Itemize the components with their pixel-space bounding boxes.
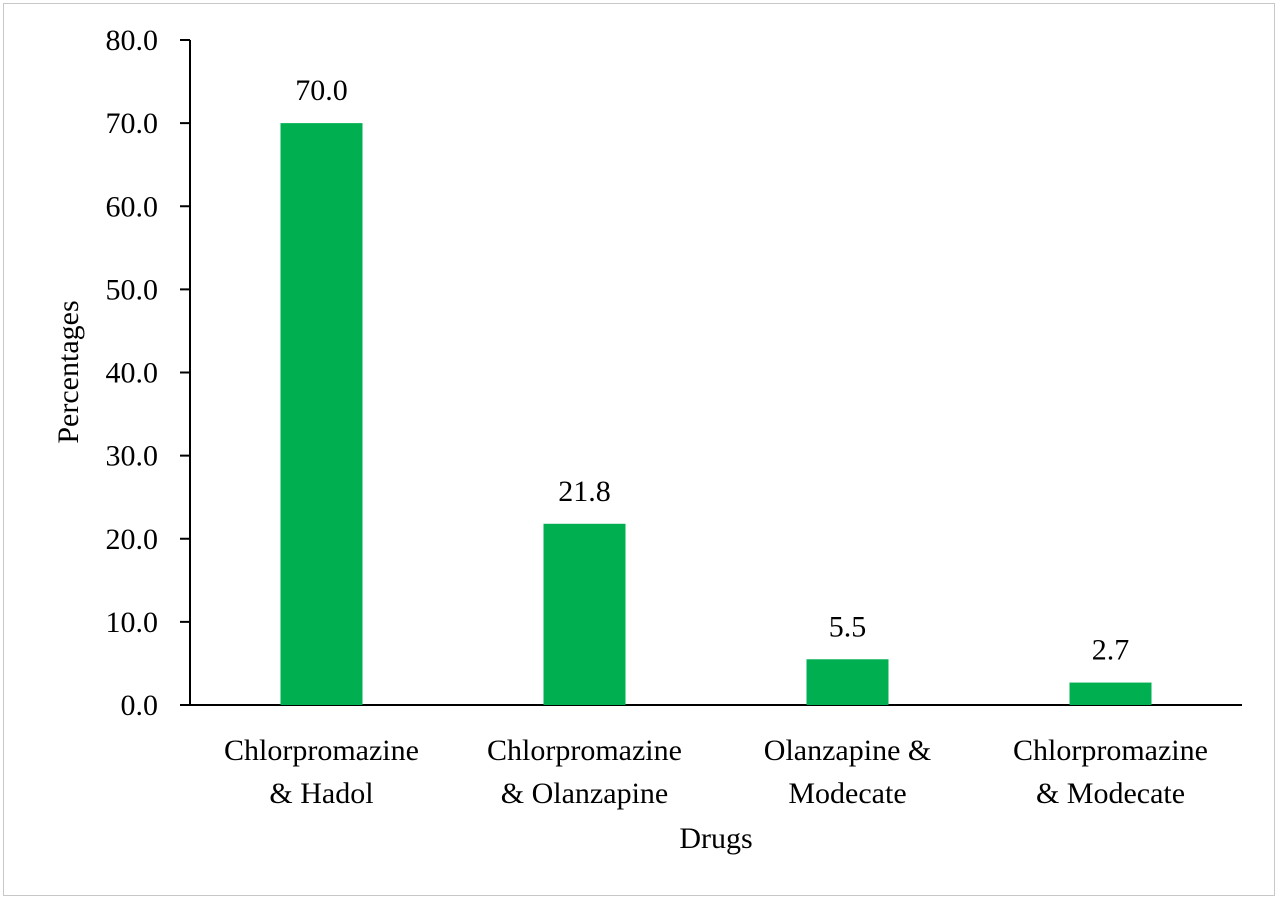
- bar: [543, 523, 626, 705]
- y-tick-label: 60.0: [106, 190, 159, 223]
- y-tick-label: 50.0: [106, 273, 159, 306]
- y-tick-label: 20.0: [106, 523, 159, 556]
- category-label: & Hadol: [269, 777, 373, 810]
- y-axis-title: Percentages: [52, 300, 85, 443]
- category-label: & Modecate: [1036, 777, 1185, 810]
- category-label: Chlorpromazine: [224, 734, 419, 767]
- y-axis-ticks: 0.0 10.0 20.0 30.0 40.0 50.0 60.0 70.0 80.0: [106, 24, 190, 722]
- bars: [280, 123, 1152, 705]
- data-labels: 70.0 21.8 5.5 2.7: [295, 74, 1129, 666]
- category-label: Chlorpromazine: [487, 734, 682, 767]
- x-axis-title: Drugs: [679, 822, 752, 855]
- y-tick-label: 30.0: [106, 440, 159, 473]
- y-tick-label: 70.0: [106, 107, 159, 140]
- category-label: Chlorpromazine: [1013, 734, 1208, 767]
- data-label: 5.5: [829, 610, 867, 643]
- y-tick-label: 10.0: [106, 606, 159, 639]
- chart-frame: [3, 3, 1275, 896]
- y-tick-label: 80.0: [106, 24, 159, 57]
- bar: [806, 659, 889, 705]
- category-label: Modecate: [788, 777, 906, 810]
- data-label: 2.7: [1092, 634, 1130, 667]
- bar: [1069, 682, 1152, 705]
- y-tick-label: 40.0: [106, 357, 159, 390]
- data-label: 70.0: [295, 74, 348, 107]
- category-label: & Olanzapine: [501, 777, 668, 810]
- bar: [280, 123, 363, 705]
- y-tick-label: 0.0: [121, 689, 159, 722]
- category-label: Olanzapine &: [764, 734, 931, 767]
- category-labels: Chlorpromazine & Hadol Chlorpromazine & Ola…: [224, 734, 1208, 810]
- data-label: 21.8: [558, 475, 611, 508]
